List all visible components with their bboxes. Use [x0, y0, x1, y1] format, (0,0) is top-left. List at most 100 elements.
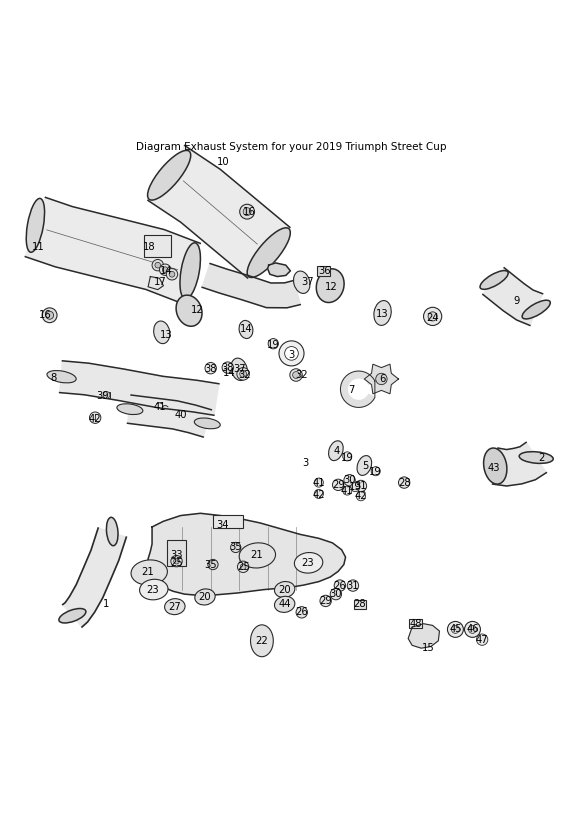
- Circle shape: [399, 477, 410, 489]
- Text: 3: 3: [289, 350, 294, 360]
- Ellipse shape: [164, 599, 185, 615]
- Text: 25: 25: [237, 562, 250, 572]
- Text: 22: 22: [255, 636, 268, 646]
- Text: 38: 38: [222, 363, 234, 372]
- Circle shape: [320, 595, 331, 606]
- Ellipse shape: [231, 358, 247, 381]
- Text: 14: 14: [160, 266, 173, 276]
- Ellipse shape: [59, 608, 86, 623]
- Text: 41: 41: [341, 485, 353, 495]
- Text: 30: 30: [343, 475, 356, 485]
- Text: 16: 16: [243, 207, 255, 217]
- Text: 9: 9: [513, 296, 519, 306]
- Polygon shape: [63, 528, 127, 627]
- Polygon shape: [493, 442, 546, 486]
- Polygon shape: [59, 361, 219, 415]
- Bar: [317, 265, 329, 276]
- Text: 38: 38: [205, 364, 217, 374]
- Text: 4: 4: [334, 446, 340, 456]
- Text: 36: 36: [318, 266, 331, 276]
- Circle shape: [356, 492, 366, 501]
- Circle shape: [237, 368, 250, 380]
- Text: 45: 45: [449, 625, 462, 634]
- Text: 43: 43: [487, 463, 500, 473]
- Text: 12: 12: [325, 282, 338, 292]
- Text: 46: 46: [466, 625, 479, 634]
- Text: 10: 10: [217, 157, 230, 166]
- Text: 20: 20: [278, 584, 291, 595]
- Ellipse shape: [176, 295, 202, 326]
- Circle shape: [423, 307, 442, 325]
- Circle shape: [222, 362, 233, 373]
- Circle shape: [243, 208, 251, 216]
- Circle shape: [169, 271, 175, 277]
- Bar: [144, 235, 171, 256]
- Text: 37: 37: [233, 364, 245, 374]
- Circle shape: [351, 483, 360, 492]
- Text: 26: 26: [296, 607, 308, 617]
- Text: 39: 39: [96, 391, 109, 401]
- Circle shape: [465, 621, 480, 638]
- Ellipse shape: [275, 597, 295, 612]
- Circle shape: [347, 580, 359, 592]
- Ellipse shape: [483, 448, 507, 485]
- Ellipse shape: [117, 404, 143, 414]
- Text: 35: 35: [230, 542, 242, 552]
- Text: 35: 35: [205, 559, 217, 569]
- Text: 5: 5: [362, 461, 368, 471]
- Text: 28: 28: [353, 599, 366, 610]
- Text: 13: 13: [376, 309, 389, 319]
- Text: 48: 48: [409, 619, 422, 629]
- Circle shape: [451, 625, 459, 634]
- Text: 19: 19: [267, 339, 280, 350]
- Text: 42: 42: [312, 489, 325, 499]
- Text: 33: 33: [170, 550, 183, 560]
- Polygon shape: [148, 277, 163, 290]
- Polygon shape: [148, 513, 346, 595]
- Ellipse shape: [180, 243, 201, 299]
- Text: 19: 19: [341, 452, 354, 462]
- Polygon shape: [128, 395, 211, 437]
- Polygon shape: [364, 364, 399, 394]
- Text: 16: 16: [39, 311, 52, 321]
- Text: 47: 47: [476, 634, 489, 644]
- Circle shape: [343, 486, 352, 495]
- Polygon shape: [408, 624, 440, 648]
- Circle shape: [330, 588, 342, 600]
- Text: 32: 32: [296, 370, 308, 380]
- Polygon shape: [340, 371, 375, 407]
- Circle shape: [314, 478, 324, 487]
- Ellipse shape: [194, 418, 220, 428]
- Text: 15: 15: [422, 644, 434, 653]
- Text: 37: 37: [301, 277, 314, 288]
- Text: 23: 23: [146, 584, 159, 595]
- Text: 21: 21: [142, 568, 154, 578]
- Circle shape: [103, 391, 110, 398]
- Circle shape: [476, 634, 488, 645]
- Circle shape: [344, 475, 355, 486]
- Text: 11: 11: [32, 242, 45, 252]
- Circle shape: [42, 308, 57, 323]
- Text: 30: 30: [329, 589, 342, 599]
- Circle shape: [160, 264, 171, 275]
- Circle shape: [174, 559, 180, 564]
- Text: 44: 44: [279, 599, 291, 610]
- Text: 20: 20: [199, 592, 211, 602]
- Text: 8: 8: [51, 372, 57, 383]
- Ellipse shape: [147, 151, 191, 200]
- Text: 27: 27: [168, 602, 181, 611]
- Ellipse shape: [329, 441, 343, 461]
- Ellipse shape: [239, 543, 276, 568]
- Polygon shape: [148, 146, 290, 278]
- Circle shape: [240, 564, 246, 569]
- Circle shape: [293, 372, 300, 378]
- Text: 29: 29: [319, 596, 332, 606]
- Circle shape: [240, 371, 247, 377]
- Text: 2: 2: [539, 452, 545, 462]
- Circle shape: [290, 369, 303, 382]
- Text: 31: 31: [354, 481, 367, 491]
- Circle shape: [334, 580, 346, 592]
- Text: 24: 24: [426, 313, 439, 323]
- Circle shape: [155, 262, 160, 268]
- Circle shape: [355, 480, 367, 492]
